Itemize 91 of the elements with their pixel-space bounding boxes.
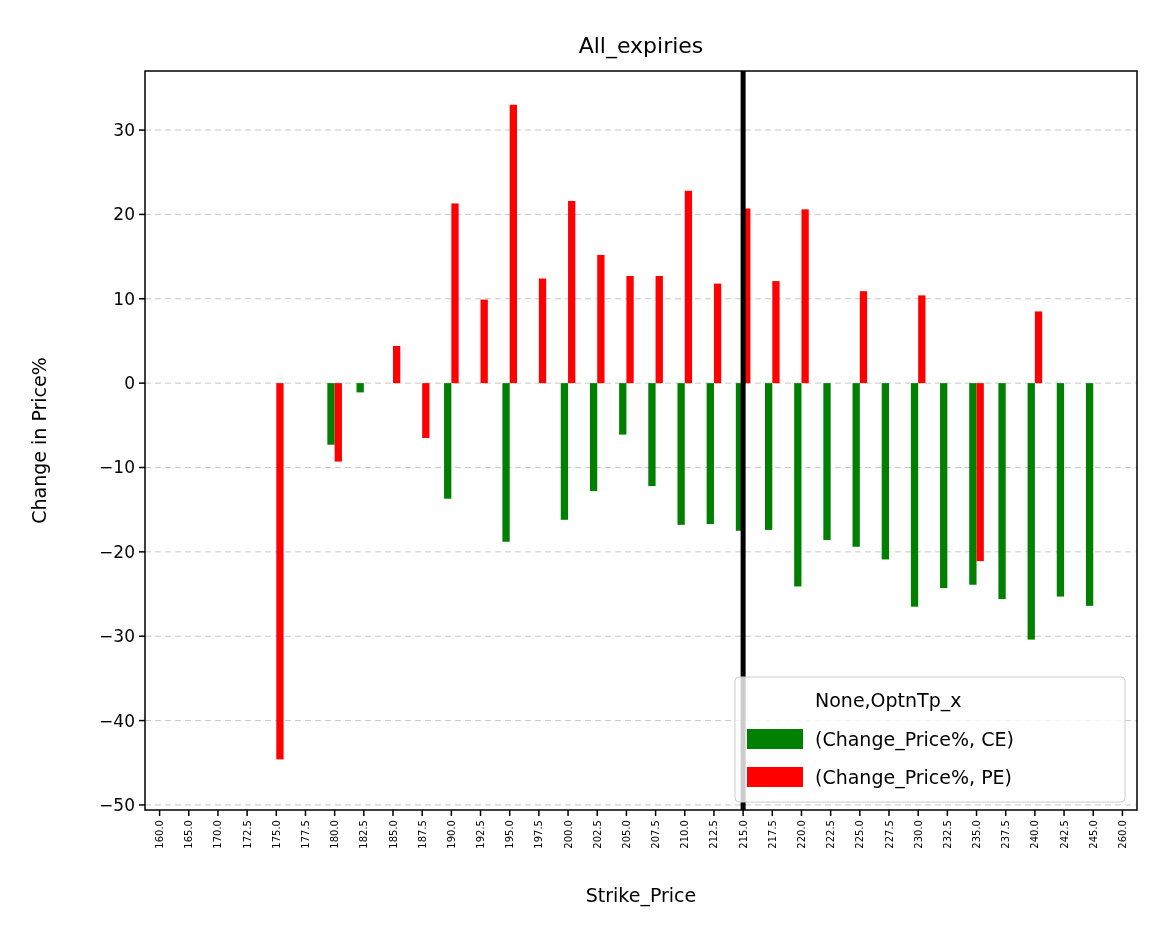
x-tick-label: 195.0 xyxy=(504,820,516,849)
x-tick-label: 170.0 xyxy=(212,820,224,849)
bar xyxy=(706,383,714,525)
bar xyxy=(619,383,627,435)
x-tick-label: 207.5 xyxy=(650,820,662,849)
x-tick-label: 215.0 xyxy=(737,820,749,849)
bar xyxy=(713,283,722,384)
y-tick-label: −30 xyxy=(99,626,135,647)
x-axis-title: Strike_Price xyxy=(585,884,697,907)
x-tick-label: 182.5 xyxy=(358,820,370,849)
bar xyxy=(801,209,809,384)
bar xyxy=(560,383,569,520)
y-tick-label: −50 xyxy=(99,794,135,815)
bar xyxy=(794,383,802,587)
bar xyxy=(480,299,488,384)
bar xyxy=(969,383,977,585)
bar xyxy=(451,203,459,384)
bar xyxy=(677,383,685,525)
y-tick-label: 0 xyxy=(124,373,135,394)
x-tick-label: 240.0 xyxy=(1029,820,1041,849)
x-tick-label: 242.5 xyxy=(1058,820,1070,849)
x-tick-label: 192.5 xyxy=(475,820,487,849)
x-tick-label: 197.5 xyxy=(533,820,545,849)
x-tick-label: 210.0 xyxy=(679,820,691,849)
bar xyxy=(684,190,693,384)
x-tick-label: 190.0 xyxy=(445,820,457,849)
y-tick-label: −20 xyxy=(99,541,135,562)
x-tick-label: 180.0 xyxy=(329,820,341,849)
x-tick-label: 212.5 xyxy=(708,820,720,849)
bar xyxy=(648,383,656,487)
x-tick-label: 175.0 xyxy=(270,820,282,849)
bar xyxy=(589,383,598,492)
bar xyxy=(568,200,576,384)
x-tick-label: 205.0 xyxy=(620,820,632,849)
y-tick-label: −10 xyxy=(99,457,135,478)
x-tick-label: 237.5 xyxy=(1000,820,1012,849)
bar xyxy=(502,383,510,542)
bar xyxy=(918,295,926,384)
x-tick-label: 160.0 xyxy=(154,820,166,849)
bar xyxy=(334,383,342,462)
x-tick-label: 227.5 xyxy=(883,820,895,849)
y-tick-label: 30 xyxy=(113,120,135,140)
bar xyxy=(772,281,780,384)
y-tick-label: 10 xyxy=(113,288,135,309)
bar xyxy=(852,383,860,547)
x-tick-label: 187.5 xyxy=(416,820,428,849)
x-tick-label: 200.0 xyxy=(562,820,574,849)
x-tick-label: 225.0 xyxy=(854,820,866,849)
y-axis-title: Change in Price% xyxy=(28,357,50,524)
y-tick-label: −40 xyxy=(99,710,135,731)
x-tick-label: 220.0 xyxy=(795,820,807,849)
bar xyxy=(859,291,868,384)
bar xyxy=(1034,311,1043,384)
y-tick-label: 20 xyxy=(113,204,135,225)
bar xyxy=(823,383,831,541)
legend-title: None,OptnTp_x xyxy=(815,689,962,712)
x-tick-label: 177.5 xyxy=(299,820,311,849)
legend-label: (Change_Price%, CE) xyxy=(815,727,1014,751)
bar xyxy=(998,383,1006,600)
x-tick-label: 217.5 xyxy=(766,820,778,849)
bar xyxy=(765,383,773,530)
bar xyxy=(910,383,919,607)
bar xyxy=(1056,383,1065,597)
x-tick-label: 165.0 xyxy=(183,820,195,849)
x-tick-label: 172.5 xyxy=(241,820,253,849)
x-tick-label: 245.0 xyxy=(1087,820,1099,849)
bar xyxy=(940,383,948,589)
bar xyxy=(444,383,452,499)
bar xyxy=(538,278,547,384)
bar xyxy=(655,276,663,384)
x-tick-label: 202.5 xyxy=(591,820,603,849)
bar xyxy=(356,383,364,393)
bar xyxy=(509,104,517,384)
x-tick-label: 230.0 xyxy=(912,820,924,849)
bar xyxy=(626,276,634,384)
x-tick-label: 185.0 xyxy=(387,820,399,849)
x-tick-label: 260.0 xyxy=(1116,820,1128,849)
legend-label: (Change_Price%, PE) xyxy=(815,765,1013,789)
bar xyxy=(597,254,605,384)
bar xyxy=(422,383,430,438)
x-tick-label: 232.5 xyxy=(941,820,953,849)
x-tick-label: 222.5 xyxy=(825,820,837,849)
bar xyxy=(976,383,984,562)
bar xyxy=(1027,383,1035,640)
x-tick-label: 235.0 xyxy=(971,820,983,849)
bar xyxy=(276,383,284,760)
bar xyxy=(1085,383,1094,606)
bar xyxy=(881,383,889,560)
bar xyxy=(393,346,401,384)
chart-title: All_expiries xyxy=(578,33,704,59)
bar xyxy=(327,383,335,445)
